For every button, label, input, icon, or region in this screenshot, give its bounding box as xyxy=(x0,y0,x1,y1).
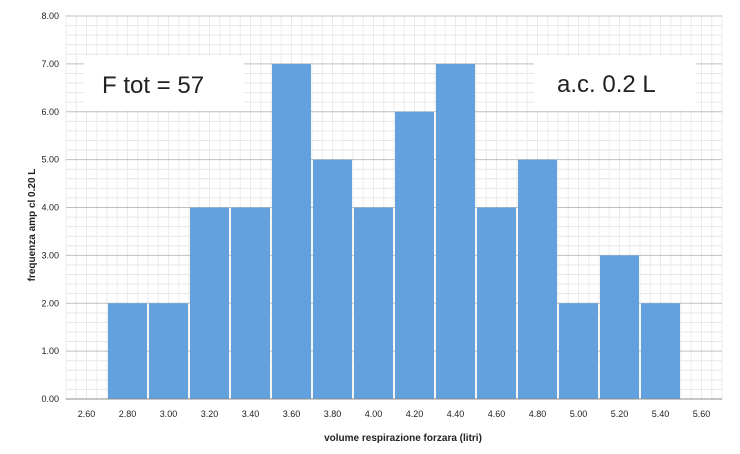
x-tick-label: 3.40 xyxy=(242,409,260,419)
annotation-ac: a.c. 0.2 L xyxy=(534,56,696,110)
y-tick-label: 2.00 xyxy=(41,298,59,308)
annotation-f-tot-text: F tot = 57 xyxy=(102,72,204,99)
y-tick-label: 5.00 xyxy=(41,155,59,165)
y-axis-title: frequenza amp cl 0.20 L xyxy=(27,169,38,282)
histogram-bar xyxy=(272,63,311,399)
y-tick-label: 3.00 xyxy=(41,250,59,260)
x-tick-label: 5.00 xyxy=(570,409,588,419)
histogram-bar xyxy=(600,255,639,399)
histogram-bar xyxy=(149,303,188,399)
ticks-layer: 0.00 1.00 2.00 3.00 4.00 5.00 6.00 7.00 8.00 2.60… xyxy=(41,11,710,419)
histogram-bar xyxy=(108,303,147,399)
x-tick-label: 4.80 xyxy=(529,409,547,419)
y-tick-label: 4.00 xyxy=(41,203,59,213)
annotation-ac-box xyxy=(534,56,696,110)
histogram-bar xyxy=(477,207,516,399)
x-tick-label: 3.00 xyxy=(160,409,178,419)
histogram-bar xyxy=(313,159,352,399)
histogram-bar xyxy=(559,303,598,399)
x-tick-label: 3.60 xyxy=(283,409,301,419)
histogram-bar xyxy=(436,63,475,399)
x-tick-label: 2.80 xyxy=(119,409,137,419)
histogram-bar xyxy=(231,207,270,399)
bars-layer xyxy=(108,63,680,399)
x-axis-title: volume respirazione forzara (litri) xyxy=(324,433,482,444)
x-tick-label: 3.20 xyxy=(201,409,219,419)
x-tick-label: 3.80 xyxy=(324,409,342,419)
annotation-f-tot: F tot = 57 xyxy=(84,56,244,110)
histogram-bar xyxy=(395,111,434,399)
histogram-bar xyxy=(641,303,680,399)
annotation-f-tot-box xyxy=(84,56,244,110)
y-tick-label: 0.00 xyxy=(41,394,59,404)
x-tick-label: 4.60 xyxy=(488,409,506,419)
x-tick-label: 4.00 xyxy=(365,409,383,419)
y-tick-label: 8.00 xyxy=(41,11,59,21)
y-tick-label: 1.00 xyxy=(41,346,59,356)
x-tick-label: 5.40 xyxy=(652,409,670,419)
x-tick-label: 5.60 xyxy=(693,409,711,419)
x-tick-label: 4.20 xyxy=(406,409,424,419)
y-tick-label: 6.00 xyxy=(41,107,59,117)
histogram-bar xyxy=(518,159,557,399)
annotation-ac-text: a.c. 0.2 L xyxy=(557,71,656,98)
x-tick-label: 2.60 xyxy=(78,409,96,419)
x-tick-label: 5.20 xyxy=(611,409,629,419)
y-tick-label: 7.00 xyxy=(41,59,59,69)
x-tick-label: 4.40 xyxy=(447,409,465,419)
histogram-bar xyxy=(190,207,229,399)
histogram-bar xyxy=(354,207,393,399)
